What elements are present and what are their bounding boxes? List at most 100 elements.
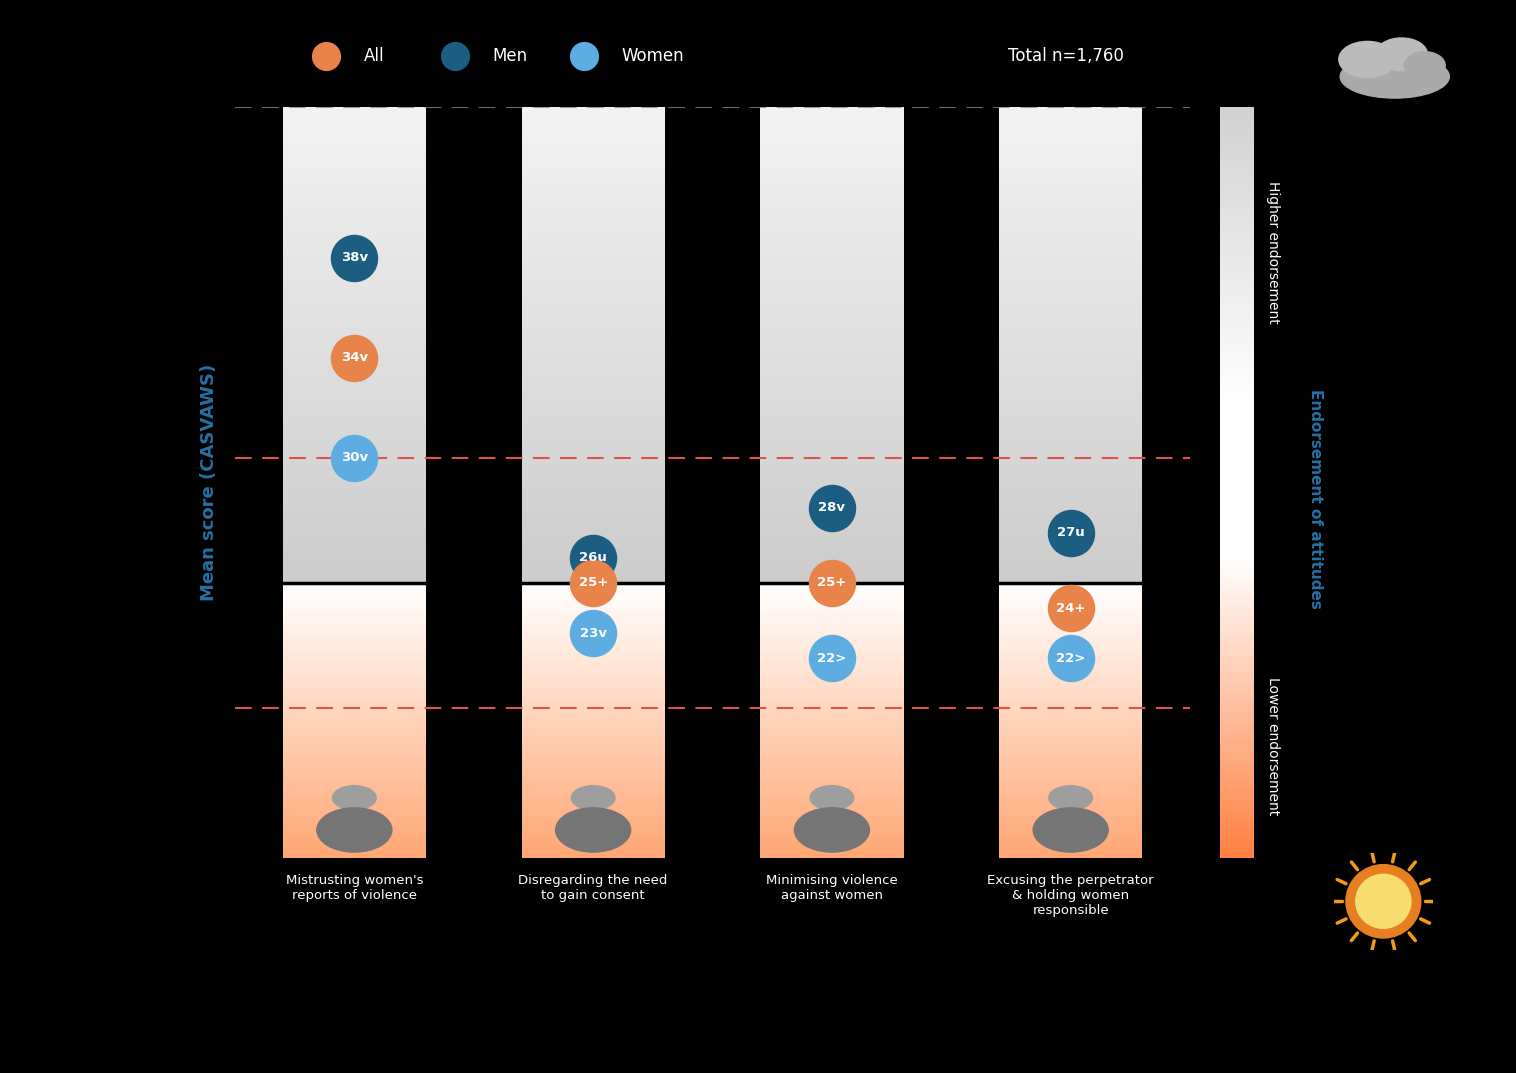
Bar [760,180,904,181]
Bar [999,237,1143,239]
Bar [1220,466,1254,468]
Bar [760,453,904,455]
Bar [999,112,1143,114]
Bar [999,294,1143,296]
Bar [999,274,1143,276]
Text: 24+: 24+ [1057,602,1085,615]
Bar [999,548,1143,549]
Bar [1220,417,1254,421]
Bar [522,389,664,392]
Bar [999,418,1143,420]
Bar [1220,177,1254,180]
Bar [283,223,426,224]
Bar [283,353,426,355]
Bar [999,231,1143,233]
Bar [999,111,1143,112]
Bar [999,136,1143,137]
Bar [283,307,426,309]
Bar [283,542,426,543]
Bar [522,453,664,455]
Bar [999,433,1143,436]
Y-axis label: Mean score (CASVAWS): Mean score (CASVAWS) [200,364,218,602]
Bar [999,576,1143,578]
Bar [999,379,1143,380]
Bar [522,173,664,174]
Bar [999,561,1143,562]
Bar [999,115,1143,117]
Bar [999,121,1143,123]
Bar [999,188,1143,190]
Bar [283,128,426,130]
Bar [522,379,664,380]
Bar [522,555,664,556]
Bar [1220,638,1254,641]
Bar [283,397,426,399]
Bar [999,174,1143,176]
Bar [283,244,426,246]
Bar [522,440,664,442]
Bar [999,131,1143,133]
Bar [760,264,904,266]
Bar [760,223,904,224]
Bar [283,161,426,163]
Bar [283,450,426,452]
Bar [283,193,426,194]
Bar [522,276,664,277]
Bar [522,249,664,250]
Bar [522,336,664,337]
Bar [283,473,426,475]
Bar [999,307,1143,309]
Bar [283,143,426,144]
Bar [283,158,426,160]
Bar [1220,152,1254,155]
Bar [760,425,904,426]
Bar [522,472,664,473]
Bar [1220,175,1254,177]
Bar [1220,748,1254,751]
Bar [760,258,904,260]
Bar [999,309,1143,310]
Bar [1220,641,1254,643]
Bar [760,253,904,254]
Bar [1220,445,1254,447]
Bar [1220,455,1254,458]
Bar [760,437,904,439]
Bar [522,446,664,449]
Bar [283,455,426,456]
Bar [283,426,426,428]
Bar [999,382,1143,383]
Bar [522,260,664,261]
Bar [999,230,1143,231]
Bar [760,319,904,320]
Bar [760,231,904,233]
Bar [1220,808,1254,811]
Bar [760,282,904,283]
Point [1058,649,1082,666]
Bar [999,200,1143,201]
Bar [283,167,426,170]
Bar [522,145,664,147]
Point [572,47,596,64]
Bar [999,506,1143,509]
Bar [522,277,664,279]
Bar [999,163,1143,164]
Bar [999,329,1143,330]
Bar [1220,235,1254,237]
Bar [999,206,1143,207]
Bar [760,518,904,519]
Bar [1220,626,1254,628]
Bar [522,429,664,430]
Bar [999,476,1143,479]
Bar [760,379,904,380]
Bar [999,209,1143,210]
Bar [283,558,426,559]
Bar [999,359,1143,361]
Bar [283,282,426,283]
Bar [522,324,664,326]
Ellipse shape [555,808,631,852]
Bar [999,422,1143,423]
Bar [760,237,904,239]
Bar [283,240,426,242]
Bar [1220,798,1254,800]
Bar [283,350,426,352]
